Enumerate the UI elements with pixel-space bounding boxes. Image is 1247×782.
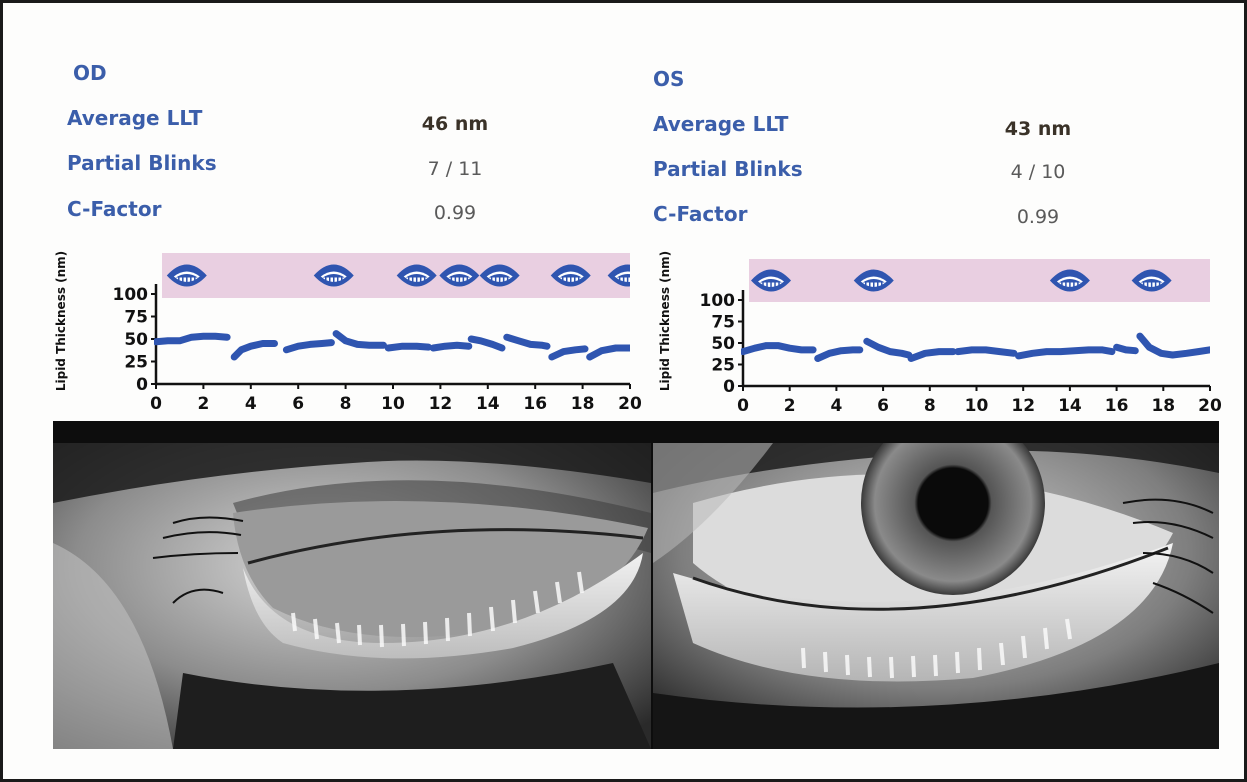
od-x-tick-label-1: 2 [197, 394, 209, 414]
od-lipid-trace-segment-0 [154, 332, 231, 346]
od-axes [151, 284, 631, 389]
od-x-tick-label-9: 18 [571, 394, 595, 414]
os-lipid-trace-segment-1 [814, 346, 864, 362]
od-lipid-trace-segment-6 [467, 335, 506, 352]
os-x-tick-label-0: 0 [737, 396, 749, 416]
od-partial-blinks-label: Partial Blinks [67, 151, 217, 175]
os-lipid-trace-segment-6 [1113, 343, 1139, 355]
od-x-tick-label-2: 4 [245, 394, 257, 414]
od-lipid-trace-segment-3 [332, 330, 387, 349]
os-eyelid-photo [653, 443, 1219, 749]
os-blink-icon-0 [751, 269, 792, 292]
os-x-tick-label-7: 14 [1058, 396, 1082, 416]
os-partial-blinks-value: 4 / 10 [1010, 161, 1066, 183]
od-y-tick-label-2: 50 [124, 330, 148, 350]
od-blink-icon-5 [550, 264, 591, 287]
od-blink-icon-4 [479, 264, 520, 287]
os-lipid-trace-segment-0 [741, 342, 817, 356]
od-lipid-trace-segment-7 [503, 333, 551, 350]
od-blink-icon-1 [313, 264, 354, 287]
od-y-tick-label-0: 0 [136, 375, 148, 395]
os-x-tick-label-8: 16 [1105, 396, 1129, 416]
os-x-tick-label-5: 10 [965, 396, 989, 416]
od-blink-icon-2 [396, 264, 437, 287]
od-x-tick-label-0: 0 [150, 394, 162, 414]
os-blink-icon-1 [853, 269, 894, 292]
os-average-llt-value: 43 nm [1004, 118, 1072, 140]
os-y-tick-label-2: 50 [711, 334, 735, 354]
od-average-llt-label: Average LLT [67, 106, 203, 130]
od-blink-icon-3 [439, 264, 480, 287]
os-x-tick-label-3: 6 [877, 396, 889, 416]
os-c-factor-label: C-Factor [653, 202, 748, 226]
os-y-tick-label-1: 25 [711, 356, 735, 376]
os-x-tick-label-2: 4 [830, 396, 842, 416]
od-y-tick-label-4: 100 [113, 285, 149, 305]
os-y-tick-label-3: 75 [711, 313, 735, 333]
os-x-tick-label-10: 20 [1198, 396, 1222, 416]
os-blink-icon-3 [1131, 269, 1172, 292]
od-y-axis-label: Lipid Thickness (nm) [54, 251, 68, 391]
od-partial-blinks-value: 7 / 11 [427, 158, 483, 180]
od-panel: OD Average LLT 46 nm Partial Blinks 7 / … [53, 3, 653, 423]
os-lipid-trace-segment-2 [863, 337, 913, 359]
meibography-strip [53, 421, 1219, 749]
os-partial-blinks-label: Partial Blinks [653, 157, 803, 181]
od-average-llt-value: 46 nm [421, 113, 489, 135]
od-blink-icon-6 [607, 264, 630, 287]
os-average-llt-label: Average LLT [653, 112, 789, 136]
os-lipid-trace-segment-4 [954, 346, 1018, 357]
od-lipid-trace-segment-1 [230, 340, 278, 361]
od-c-factor-value: 0.99 [433, 202, 477, 224]
os-x-tick-label-1: 2 [784, 396, 796, 416]
os-lipid-trace-segment-7 [1136, 332, 1210, 359]
od-x-tick-label-4: 8 [340, 394, 352, 414]
od-lipid-trace-segment-2 [282, 339, 335, 354]
od-y-tick-label-3: 75 [124, 308, 148, 328]
od-lipid-trace-segment-9 [586, 344, 630, 361]
od-y-tick-label-1: 25 [124, 353, 148, 373]
os-x-tick-label-6: 12 [1011, 396, 1035, 416]
od-lipid-trace-segment-5 [429, 341, 473, 352]
od-lipid-trace-segment-8 [548, 345, 589, 361]
od-c-factor-label: C-Factor [67, 197, 162, 221]
od-lipid-trace-segment-4 [384, 342, 432, 352]
od-x-tick-label-7: 14 [476, 394, 500, 414]
os-y-tick-label-0: 0 [723, 377, 735, 397]
od-x-tick-label-8: 16 [523, 394, 547, 414]
os-c-factor-value: 0.99 [1016, 206, 1060, 228]
od-eye-label: OD [73, 61, 107, 85]
od-x-tick-label-6: 12 [429, 394, 453, 414]
os-lipid-trace-segment-5 [1015, 346, 1116, 360]
os-lipid-trace-segment-3 [907, 348, 957, 362]
os-x-tick-label-4: 8 [924, 396, 936, 416]
od-x-tick-label-5: 10 [381, 394, 405, 414]
os-y-axis-label: Lipid Thickness (nm) [658, 251, 672, 391]
os-y-tick-label-4: 100 [700, 291, 736, 311]
od-blink-icon-0 [166, 264, 207, 287]
os-panel: OS Average LLT 43 nm Partial Blinks 4 / … [641, 3, 1241, 423]
os-x-tick-label-9: 18 [1151, 396, 1175, 416]
os-eye-label: OS [653, 67, 685, 91]
od-eyelid-photo [53, 443, 651, 749]
od-x-tick-label-3: 6 [292, 394, 304, 414]
od-x-tick-label-10: 20 [618, 394, 642, 414]
os-blink-icon-2 [1049, 269, 1090, 292]
os-axes [738, 290, 1211, 391]
